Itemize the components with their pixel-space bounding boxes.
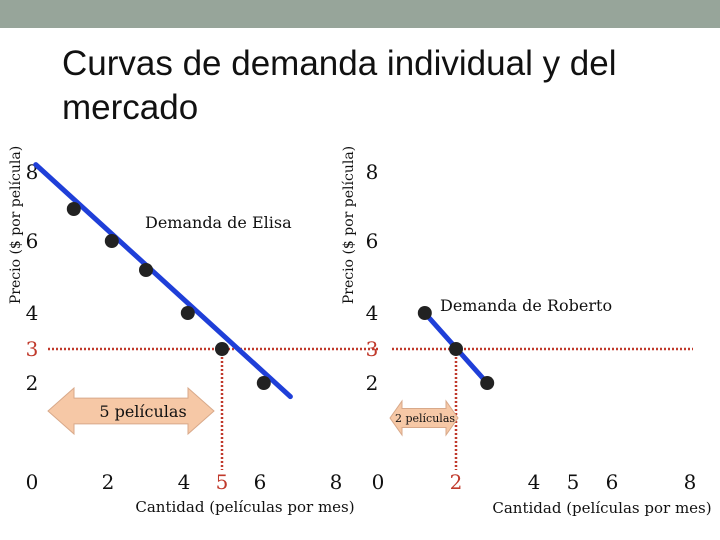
elisa-y-axis-label: Precio ($ por película) xyxy=(8,146,24,304)
roberto-y-tick-2: 2 xyxy=(366,371,379,395)
roberto-data-point-2 xyxy=(449,342,463,356)
roberto-data-point-3 xyxy=(480,376,495,390)
elisa-quantity-arrow xyxy=(47,386,215,436)
elisa-y-tick-4: 4 xyxy=(26,301,39,325)
elisa-x-tick-8: 8 xyxy=(330,470,343,494)
elisa-data-point-6 xyxy=(256,376,271,390)
roberto-x-tick-0: 0 xyxy=(372,470,385,494)
roberto-curve-label: Demanda de Roberto xyxy=(440,296,612,315)
elisa-x-tick-2: 2 xyxy=(102,470,115,494)
elisa-x-tick-5: 5 xyxy=(216,470,229,494)
elisa-data-point-1 xyxy=(66,202,81,216)
top-bar xyxy=(0,0,720,28)
elisa-data-point-5 xyxy=(215,342,229,356)
roberto-quantity-arrow-label: 2 películas xyxy=(395,412,455,425)
elisa-data-point-2 xyxy=(104,234,119,248)
elisa-x-tick-0: 0 xyxy=(26,470,39,494)
roberto-y-tick-6: 6 xyxy=(366,229,379,253)
elisa-y-tick-3: 3 xyxy=(26,337,39,361)
roberto-y-axis-label: Precio ($ por película) xyxy=(341,146,357,304)
elisa-curve-label: Demanda de Elisa xyxy=(145,213,292,232)
elisa-data-point-4 xyxy=(180,306,195,320)
elisa-x-axis-label: Cantidad (películas por mes) xyxy=(135,498,354,516)
roberto-x-axis-label: Cantidad (películas por mes) xyxy=(492,499,711,517)
elisa-quantity-arrow-label: 5 películas xyxy=(99,402,186,421)
elisa-demand-line xyxy=(33,162,293,400)
roberto-y-tick-4: 4 xyxy=(366,301,379,325)
roberto-x-tick-6: 6 xyxy=(606,470,619,494)
roberto-x-tick-4: 4 xyxy=(528,470,541,494)
roberto-data-point-1 xyxy=(417,306,432,320)
roberto-x-tick-5: 5 xyxy=(567,470,580,494)
elisa-y-tick-2: 2 xyxy=(26,371,39,395)
roberto-quantity-arrow xyxy=(389,399,459,437)
roberto-y-tick-8: 8 xyxy=(366,160,379,184)
elisa-x-tick-6: 6 xyxy=(254,470,267,494)
roberto-x-tick-8: 8 xyxy=(684,470,697,494)
elisa-data-point-3 xyxy=(139,263,153,277)
elisa-x-tick-4: 4 xyxy=(178,470,191,494)
page-title: Curvas de demanda individual y del merca… xyxy=(62,44,617,127)
roberto-y-tick-3: 3 xyxy=(366,337,379,361)
elisa-y-tick-6: 6 xyxy=(26,229,39,253)
roberto-x-tick-2: 2 xyxy=(450,470,463,494)
